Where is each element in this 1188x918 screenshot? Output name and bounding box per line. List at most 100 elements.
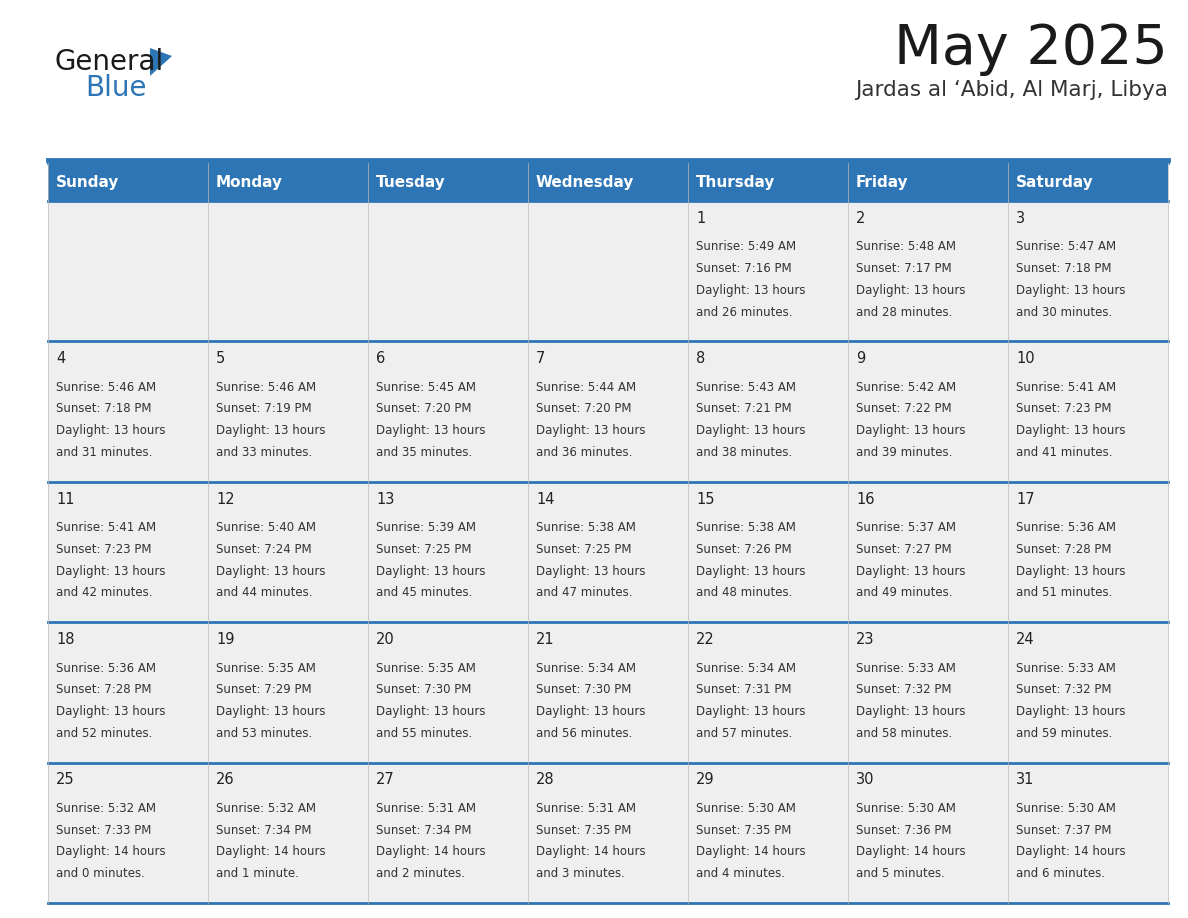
Text: Sunset: 7:27 PM: Sunset: 7:27 PM: [857, 543, 952, 556]
Text: Daylight: 13 hours: Daylight: 13 hours: [1016, 705, 1125, 718]
Text: Daylight: 13 hours: Daylight: 13 hours: [1016, 284, 1125, 297]
Text: Sunset: 7:37 PM: Sunset: 7:37 PM: [1016, 823, 1112, 836]
Text: General: General: [55, 48, 164, 76]
Text: Thursday: Thursday: [696, 174, 776, 189]
Bar: [368, 763, 527, 903]
Text: Daylight: 13 hours: Daylight: 13 hours: [1016, 424, 1125, 437]
Text: Sunrise: 5:33 AM: Sunrise: 5:33 AM: [857, 662, 956, 675]
Text: Sunset: 7:34 PM: Sunset: 7:34 PM: [375, 823, 472, 836]
Text: Sunset: 7:35 PM: Sunset: 7:35 PM: [696, 823, 791, 836]
Text: Sunset: 7:26 PM: Sunset: 7:26 PM: [696, 543, 791, 556]
Text: 23: 23: [857, 632, 874, 647]
Text: Sunrise: 5:46 AM: Sunrise: 5:46 AM: [56, 381, 156, 394]
Bar: [368, 341, 527, 482]
Bar: [527, 622, 688, 763]
Text: Wednesday: Wednesday: [536, 174, 634, 189]
Text: Daylight: 14 hours: Daylight: 14 hours: [56, 845, 165, 858]
Bar: [848, 163, 1007, 201]
Bar: [208, 622, 368, 763]
Bar: [1007, 201, 1168, 341]
Bar: [688, 201, 848, 341]
Text: 15: 15: [696, 492, 714, 507]
Text: Sunset: 7:17 PM: Sunset: 7:17 PM: [857, 262, 952, 275]
Text: Daylight: 13 hours: Daylight: 13 hours: [375, 424, 486, 437]
Bar: [848, 201, 1007, 341]
Bar: [527, 763, 688, 903]
Text: 2: 2: [857, 211, 865, 226]
Bar: [48, 482, 208, 622]
Text: Sunrise: 5:46 AM: Sunrise: 5:46 AM: [216, 381, 316, 394]
Text: Sunrise: 5:30 AM: Sunrise: 5:30 AM: [1016, 802, 1116, 815]
Bar: [368, 201, 527, 341]
Text: Daylight: 13 hours: Daylight: 13 hours: [696, 284, 805, 297]
Text: 1: 1: [696, 211, 706, 226]
Text: 13: 13: [375, 492, 394, 507]
Text: 21: 21: [536, 632, 555, 647]
Text: 29: 29: [696, 772, 715, 788]
Text: Sunset: 7:25 PM: Sunset: 7:25 PM: [375, 543, 472, 556]
Text: Daylight: 13 hours: Daylight: 13 hours: [375, 705, 486, 718]
Text: Jardas al ‘Abid, Al Marj, Libya: Jardas al ‘Abid, Al Marj, Libya: [855, 80, 1168, 100]
Text: Friday: Friday: [857, 174, 909, 189]
Text: Sunset: 7:21 PM: Sunset: 7:21 PM: [696, 402, 791, 416]
Text: and 39 minutes.: and 39 minutes.: [857, 446, 953, 459]
Text: Daylight: 13 hours: Daylight: 13 hours: [857, 284, 966, 297]
Text: Sunrise: 5:45 AM: Sunrise: 5:45 AM: [375, 381, 476, 394]
Text: and 59 minutes.: and 59 minutes.: [1016, 727, 1112, 740]
Bar: [1007, 163, 1168, 201]
Text: 14: 14: [536, 492, 555, 507]
Text: 7: 7: [536, 352, 545, 366]
Text: 8: 8: [696, 352, 706, 366]
Text: 18: 18: [56, 632, 75, 647]
Text: Sunset: 7:20 PM: Sunset: 7:20 PM: [536, 402, 632, 416]
Text: and 31 minutes.: and 31 minutes.: [56, 446, 152, 459]
Text: and 26 minutes.: and 26 minutes.: [696, 306, 792, 319]
Text: Sunrise: 5:48 AM: Sunrise: 5:48 AM: [857, 241, 956, 253]
Text: 12: 12: [216, 492, 234, 507]
Text: Daylight: 13 hours: Daylight: 13 hours: [375, 565, 486, 577]
Text: 27: 27: [375, 772, 394, 788]
Text: Daylight: 13 hours: Daylight: 13 hours: [1016, 565, 1125, 577]
Text: May 2025: May 2025: [895, 22, 1168, 76]
Text: and 33 minutes.: and 33 minutes.: [216, 446, 312, 459]
Text: Daylight: 13 hours: Daylight: 13 hours: [857, 424, 966, 437]
Text: Sunset: 7:33 PM: Sunset: 7:33 PM: [56, 823, 151, 836]
Text: Sunday: Sunday: [56, 174, 119, 189]
Text: and 47 minutes.: and 47 minutes.: [536, 587, 632, 599]
Text: 28: 28: [536, 772, 555, 788]
Bar: [848, 482, 1007, 622]
Text: and 42 minutes.: and 42 minutes.: [56, 587, 152, 599]
Bar: [527, 341, 688, 482]
Text: Sunset: 7:32 PM: Sunset: 7:32 PM: [857, 683, 952, 696]
Text: and 48 minutes.: and 48 minutes.: [696, 587, 792, 599]
Text: 19: 19: [216, 632, 234, 647]
Text: Sunset: 7:22 PM: Sunset: 7:22 PM: [857, 402, 952, 416]
Bar: [848, 622, 1007, 763]
Text: Sunrise: 5:39 AM: Sunrise: 5:39 AM: [375, 521, 476, 534]
Bar: [48, 763, 208, 903]
Text: and 35 minutes.: and 35 minutes.: [375, 446, 473, 459]
Text: and 45 minutes.: and 45 minutes.: [375, 587, 473, 599]
Text: Sunrise: 5:30 AM: Sunrise: 5:30 AM: [857, 802, 956, 815]
Bar: [368, 163, 527, 201]
Bar: [208, 341, 368, 482]
Text: Sunrise: 5:32 AM: Sunrise: 5:32 AM: [56, 802, 156, 815]
Text: and 58 minutes.: and 58 minutes.: [857, 727, 953, 740]
Text: and 36 minutes.: and 36 minutes.: [536, 446, 632, 459]
Text: Sunset: 7:29 PM: Sunset: 7:29 PM: [216, 683, 311, 696]
Text: Sunset: 7:19 PM: Sunset: 7:19 PM: [216, 402, 311, 416]
Text: Sunset: 7:18 PM: Sunset: 7:18 PM: [56, 402, 152, 416]
Text: Daylight: 13 hours: Daylight: 13 hours: [216, 705, 326, 718]
Text: Sunrise: 5:47 AM: Sunrise: 5:47 AM: [1016, 241, 1116, 253]
Text: and 5 minutes.: and 5 minutes.: [857, 868, 944, 880]
Text: Sunset: 7:18 PM: Sunset: 7:18 PM: [1016, 262, 1112, 275]
Text: Daylight: 13 hours: Daylight: 13 hours: [857, 705, 966, 718]
Text: Sunrise: 5:30 AM: Sunrise: 5:30 AM: [696, 802, 796, 815]
Text: Sunset: 7:24 PM: Sunset: 7:24 PM: [216, 543, 311, 556]
Bar: [48, 163, 208, 201]
Bar: [848, 763, 1007, 903]
Bar: [688, 482, 848, 622]
Text: and 3 minutes.: and 3 minutes.: [536, 868, 625, 880]
Text: Sunrise: 5:38 AM: Sunrise: 5:38 AM: [696, 521, 796, 534]
Text: Sunset: 7:34 PM: Sunset: 7:34 PM: [216, 823, 311, 836]
